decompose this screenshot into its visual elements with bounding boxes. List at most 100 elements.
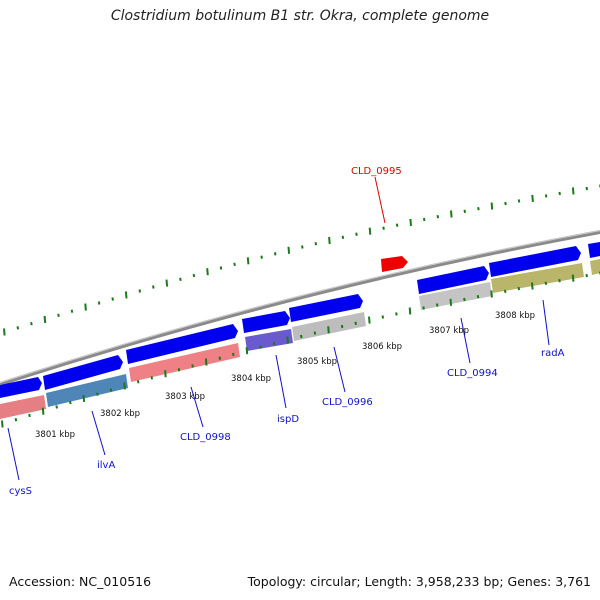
- scale-tick: [14, 418, 18, 422]
- scale-tick: [55, 405, 58, 409]
- scale-tick: [422, 217, 426, 222]
- scale-tick: [449, 298, 453, 306]
- gene-cds-forward[interactable]: [0, 377, 42, 398]
- scale-tick: [136, 380, 140, 384]
- gene-ilva-feature[interactable]: [46, 374, 128, 407]
- scale-tick: [585, 273, 588, 278]
- forward-strand-features: [0, 242, 600, 398]
- gene-rada-feature[interactable]: [491, 263, 584, 293]
- scale-tick: [558, 191, 561, 196]
- scale-tick: [313, 331, 317, 335]
- scale-tick: [204, 358, 208, 366]
- scale-tick: [544, 194, 548, 198]
- gene-cld-0998-feature[interactable]: [129, 343, 240, 382]
- gene-label-cld-0995[interactable]: CLD_0995: [351, 166, 402, 177]
- gene-cds-forward[interactable]: [289, 294, 363, 322]
- scale-tick: [504, 201, 507, 206]
- scale-tick: [138, 289, 142, 293]
- scale-tick: [28, 413, 31, 418]
- scale-tick: [218, 356, 222, 360]
- map-title: Clostridium botulinum B1 str. Okra, comp…: [110, 8, 490, 24]
- scale-tick: [450, 210, 453, 218]
- scale-tick: [490, 202, 494, 210]
- scale-tick: [517, 286, 521, 291]
- scale-tick: [272, 341, 276, 346]
- leader-line-ilva: [91, 410, 106, 456]
- scale-tick: [382, 226, 385, 230]
- gene-cld-0994-feature[interactable]: [419, 282, 492, 310]
- scale-tick: [97, 301, 101, 305]
- leader-line-ispd: [275, 354, 287, 409]
- scale-tick: [409, 218, 412, 226]
- scale-tick: [111, 297, 114, 301]
- gene-partial-feature[interactable]: [590, 259, 600, 275]
- gene-cds-forward[interactable]: [489, 246, 581, 277]
- scale-tick: [503, 289, 507, 293]
- scale-tick: [245, 347, 249, 355]
- genome-backbone: [0, 230, 600, 386]
- scale-tick: [341, 235, 345, 239]
- leader-line-cld-0994: [460, 317, 471, 364]
- gene-cyss-feature[interactable]: [0, 395, 46, 419]
- scale-tick: [301, 245, 304, 249]
- gene-label-cld-0996[interactable]: CLD_0996: [322, 397, 373, 408]
- kbp-label: 3807 kbp: [429, 326, 469, 336]
- scale-tick: [192, 273, 196, 278]
- scale-tick: [124, 291, 128, 299]
- scale-tick: [177, 368, 181, 372]
- scale-tick: [354, 321, 357, 325]
- gene-label-rada[interactable]: radA: [541, 348, 565, 359]
- scale-tick: [314, 242, 318, 246]
- scale-tick: [273, 252, 277, 256]
- scale-tick: [260, 255, 263, 259]
- reverse-strand-features: [0, 259, 600, 419]
- gene-ispd-feature[interactable]: [245, 329, 293, 351]
- genome-summary: Topology: circular; Length: 3,958,233 bp…: [247, 574, 591, 589]
- scale-tick: [436, 215, 440, 219]
- scale-tick: [531, 194, 534, 202]
- kbp-label: 3803 kbp: [165, 392, 205, 402]
- scale-tick: [585, 186, 589, 191]
- gene-cld-0995-feature[interactable]: [381, 256, 408, 272]
- scale-tick: [152, 285, 155, 289]
- scale-tick: [300, 334, 303, 339]
- scale-tick: [3, 328, 6, 336]
- gene-labels: cysS ilvA CLD_0998 ispD CLD_0996 CLD_099…: [9, 166, 565, 497]
- scale-tick: [150, 376, 154, 380]
- scale-tick: [259, 345, 262, 349]
- genome-backbone-highlight: [0, 230, 600, 384]
- scale-tick: [355, 232, 358, 236]
- outer-tick-row: [3, 184, 600, 336]
- gene-cds-forward[interactable]: [126, 324, 238, 364]
- gene-label-cld-0994[interactable]: CLD_0994: [447, 368, 498, 379]
- scale-tick: [463, 297, 466, 302]
- kbp-label: 3805 kbp: [297, 357, 337, 367]
- kbp-label: 3808 kbp: [495, 311, 535, 321]
- scale-tick: [477, 207, 480, 211]
- scale-tick: [43, 315, 47, 324]
- gene-cds-forward[interactable]: [588, 242, 600, 258]
- leader-line-rada: [542, 299, 550, 346]
- scale-tick: [544, 281, 548, 285]
- scale-tick: [558, 279, 561, 283]
- gene-cds-forward[interactable]: [417, 266, 489, 294]
- scale-tick: [395, 223, 399, 227]
- scale-tick: [70, 309, 74, 313]
- gene-cds-forward[interactable]: [242, 311, 290, 333]
- gene-label-ispd[interactable]: ispD: [277, 414, 299, 425]
- gene-label-cld-0998[interactable]: CLD_0998: [180, 432, 231, 443]
- gene-label-cyss[interactable]: cysS: [9, 486, 32, 497]
- leader-line-cyss: [7, 427, 20, 481]
- scale-tick: [368, 316, 371, 324]
- gene-cds-forward[interactable]: [43, 355, 123, 390]
- gene-label-ilva[interactable]: ilvA: [97, 460, 115, 471]
- scale-tick: [340, 324, 344, 329]
- scale-tick: [490, 290, 493, 298]
- scale-tick: [476, 295, 480, 299]
- scale-tick: [84, 303, 87, 311]
- kbp-scale: 3801 kbp 3802 kbp 3803 kbp 3804 kbp 3805…: [35, 311, 535, 440]
- scale-tick: [327, 326, 330, 334]
- kbp-label: 3802 kbp: [100, 409, 140, 419]
- scale-tick: [368, 227, 372, 235]
